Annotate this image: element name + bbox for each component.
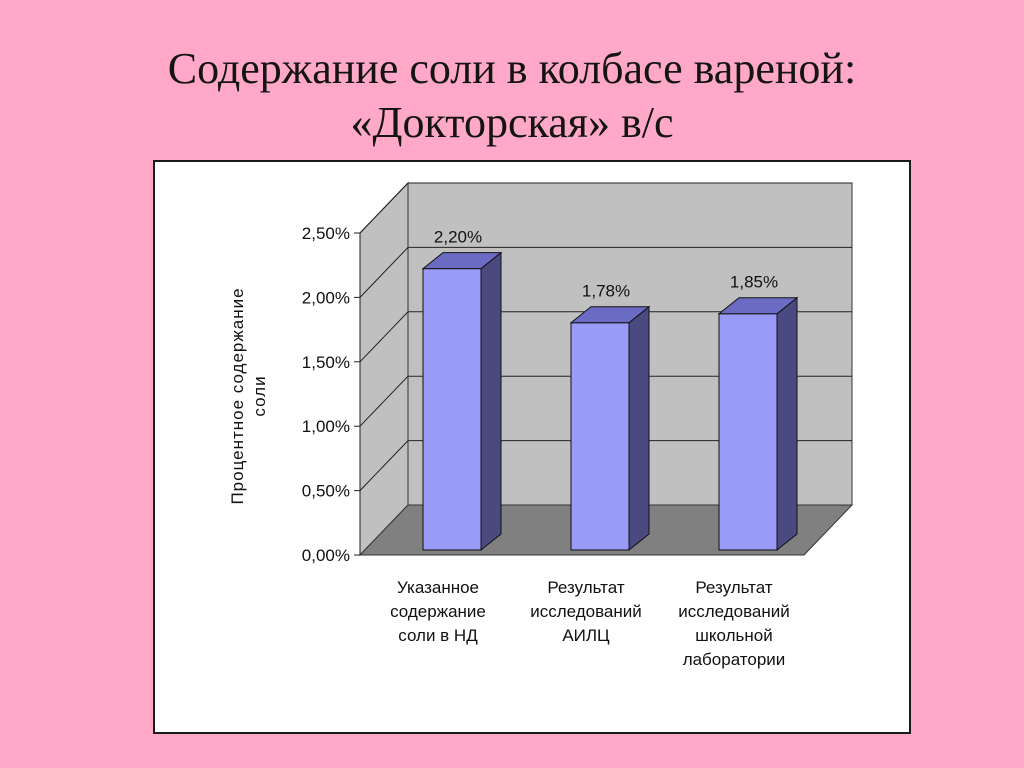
slide-title-line-1: Содержание соли в колбасе вареной: bbox=[167, 44, 857, 93]
y-tick-label: 1,50% bbox=[302, 353, 350, 372]
bar-front bbox=[422, 268, 482, 551]
slide-title-line-2: «Докторская» в/с bbox=[350, 98, 674, 147]
y-axis-title: Процентное содержание соли bbox=[228, 287, 269, 504]
bar-side bbox=[480, 251, 502, 552]
category-label-line: Результат bbox=[547, 578, 625, 597]
bar-top bbox=[421, 252, 503, 270]
y-tick-label: 2,50% bbox=[302, 224, 350, 243]
y-tick-label: 1,00% bbox=[302, 417, 350, 436]
chart-frame: 0,00% 0,50% 1,00% 1,50% 2,00% 2,50% 2,20% Указа… bbox=[153, 160, 911, 734]
data-label: 2,20% bbox=[434, 228, 482, 247]
category-label-line: соли в НД bbox=[398, 626, 478, 645]
category-label-line: АИЛЦ bbox=[562, 626, 610, 645]
gridline bbox=[359, 246, 852, 298]
slide-title: Содержание соли в колбасе вареной: «Докт… bbox=[0, 42, 1024, 150]
gridline bbox=[359, 440, 852, 491]
bar-3 bbox=[717, 296, 799, 552]
category-label-line: Указанное bbox=[397, 578, 479, 597]
bar-chart: 0,00% 0,50% 1,00% 1,50% 2,00% 2,50% 2,20% Указа… bbox=[228, 181, 854, 669]
category-label: Указанное содержание соли в НД bbox=[390, 578, 486, 645]
y-tick-label: 0,00% bbox=[302, 546, 350, 565]
bar-side bbox=[628, 305, 650, 552]
y-axis-title-line: соли bbox=[250, 375, 269, 416]
y-tick-label: 0,50% bbox=[302, 482, 350, 501]
bar-side bbox=[776, 296, 798, 552]
gridline bbox=[359, 311, 852, 363]
bar-front bbox=[718, 313, 778, 551]
category-label: Результат исследований школьной лаборатории bbox=[678, 578, 790, 669]
bar-top bbox=[717, 297, 799, 315]
category-label: Результат исследований АИЛЦ bbox=[530, 578, 642, 645]
category-label-line: Результат bbox=[695, 578, 773, 597]
y-axis-title-line: Процентное содержание bbox=[228, 287, 247, 504]
bar-front bbox=[570, 322, 630, 551]
bar-1 bbox=[421, 251, 503, 552]
data-label: 1,78% bbox=[582, 282, 630, 301]
bar-2 bbox=[569, 305, 651, 552]
bar-top bbox=[569, 306, 651, 324]
category-label-line: содержание bbox=[390, 602, 486, 621]
category-label-line: исследований bbox=[530, 602, 642, 621]
data-label: 1,85% bbox=[730, 273, 778, 292]
gridline bbox=[359, 375, 852, 427]
category-label-line: исследований bbox=[678, 602, 790, 621]
side-wall bbox=[359, 181, 409, 557]
category-label-line: школьной bbox=[695, 626, 772, 645]
category-label-line: лаборатории bbox=[683, 650, 786, 669]
y-tick-label: 2,00% bbox=[302, 288, 350, 307]
gridline bbox=[359, 182, 852, 234]
